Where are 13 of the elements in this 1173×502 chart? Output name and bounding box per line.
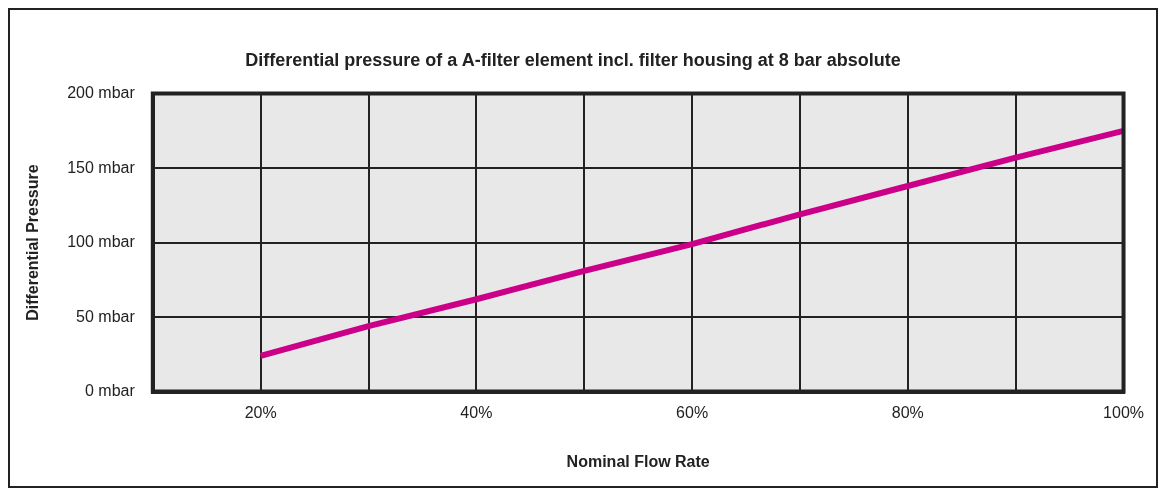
x-tick-label: 60% (676, 403, 709, 421)
chart-title: Differential pressure of a A-filter element incl. filter housing at 8 bar absolute (245, 49, 901, 70)
x-tick-label: 20% (244, 403, 277, 421)
x-tick-label: 80% (891, 403, 924, 421)
y-tick-label: 200 mbar (67, 84, 136, 102)
x-axis-title: Nominal Flow Rate (566, 452, 710, 470)
y-axis-title: Differential Pressure (24, 164, 42, 321)
y-tick-label: 150 mbar (67, 158, 136, 176)
x-tick-label: 100% (1103, 403, 1144, 421)
y-tick-label: 50 mbar (76, 307, 136, 325)
x-tick-label: 40% (460, 403, 493, 421)
y-tick-label: 0 mbar (85, 382, 136, 400)
y-tick-label: 100 mbar (67, 233, 136, 251)
